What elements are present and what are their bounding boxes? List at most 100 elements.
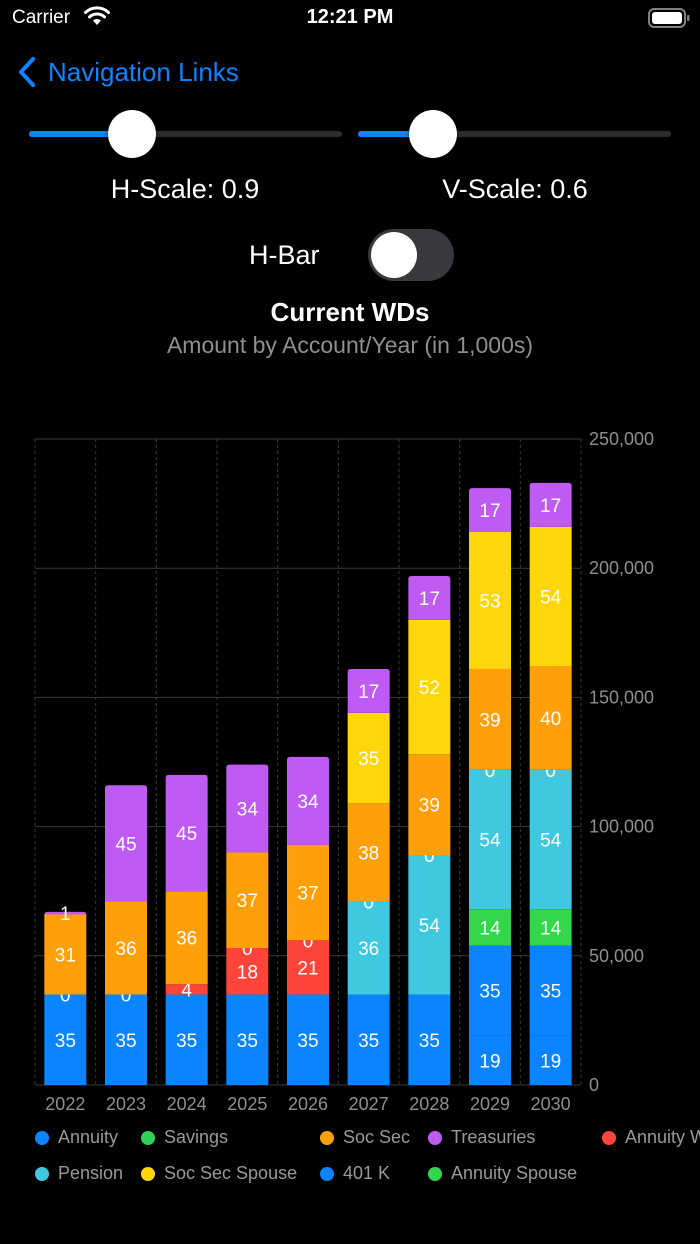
bar-segment: [347, 712, 390, 804]
bar-value-label: 35: [419, 1031, 440, 1052]
x-tick-label: 2025: [227, 1094, 267, 1114]
bar-value-label: 35: [176, 1031, 197, 1052]
chart-subtitle: Amount by Account/Year (in 1,000s): [166, 332, 534, 358]
y-tick-label: 100,000: [589, 817, 654, 837]
bar-segment: [165, 891, 208, 985]
bar-segment: [287, 940, 329, 995]
h-bar-toggle-knob: [371, 232, 417, 278]
bar-value-label: 54: [479, 831, 501, 852]
bar-segment: [469, 1035, 511, 1085]
y-tick-label: 50,000: [589, 946, 644, 966]
carrier-label: Carrier: [12, 7, 71, 28]
stacked-bar-chart: 0 50,000 100,000 150,000 200,000 250,000 35 0 31…: [34, 429, 654, 1114]
legend-dot: [141, 1130, 155, 1145]
y-tick-label: 200,000: [589, 558, 654, 578]
bar-value-label: 35: [297, 1031, 318, 1052]
wifi-icon: [84, 6, 110, 31]
bar-value-label: 17: [419, 589, 440, 610]
legend-label: Soc Sec: [343, 1127, 411, 1147]
bar-value-label: 54: [419, 916, 441, 937]
bar-segment: [408, 855, 451, 995]
bar-value-label: 31: [55, 946, 76, 967]
bar-value-label: 35: [358, 749, 379, 770]
legend-label: Treasuries: [451, 1127, 536, 1147]
legend-label: Savings: [164, 1127, 229, 1147]
bar-value-label: 0: [363, 893, 374, 914]
bar-segment: [529, 1035, 572, 1085]
legend-dot: [602, 1130, 616, 1145]
bar-segment: [469, 532, 511, 669]
v-scale-slider[interactable]: [358, 110, 671, 158]
legend-label: Annuity W: [625, 1127, 700, 1147]
legend-label: Annuity: [58, 1127, 119, 1147]
bar-value-label: 54: [540, 831, 562, 852]
bar-value-label: 45: [115, 834, 136, 855]
legend-label: Soc Sec Spouse: [164, 1163, 298, 1183]
bar-value-label: 34: [237, 800, 259, 821]
bar-segment: [226, 948, 269, 995]
bar-value-label: 37: [237, 891, 258, 912]
v-scale-thumb[interactable]: [409, 110, 458, 158]
h-scale-thumb[interactable]: [108, 110, 157, 158]
bar-value-label: 17: [540, 496, 561, 517]
legend-item: Annuity Spouse: [428, 1163, 577, 1184]
bar-segment: [226, 764, 269, 853]
bar-value-label: 40: [540, 709, 561, 730]
bar-value-label: 35: [237, 1031, 258, 1052]
bar-value-label: 21: [297, 958, 318, 979]
legend-item: Soc Sec: [320, 1127, 410, 1148]
legend-item: Pension: [35, 1163, 123, 1184]
bar-value-label: 37: [297, 883, 318, 904]
x-tick-label: 2026: [288, 1094, 328, 1114]
bar-value-label: 14: [479, 918, 501, 939]
bar-value-label: 0: [485, 761, 496, 782]
v-scale-fill: [358, 131, 434, 137]
bar-segment: [469, 668, 511, 770]
bar-value-label: 34: [297, 792, 319, 813]
legend-dot: [35, 1130, 49, 1145]
legend-item: Savings: [141, 1127, 228, 1148]
bar-segment: [408, 754, 451, 856]
bar-value-label: 18: [237, 962, 258, 983]
bar-value-label: 0: [60, 986, 71, 1007]
legend-item: 401 K: [320, 1163, 390, 1184]
h-bar-toggle[interactable]: [368, 229, 454, 281]
bar-value-label: 36: [358, 939, 379, 960]
legend-label: Annuity Spouse: [451, 1163, 578, 1183]
bar-segment: [226, 852, 269, 949]
back-button[interactable]: Navigation Links: [18, 52, 239, 92]
bar-segment: [529, 945, 572, 1036]
bar-segment: [165, 984, 208, 995]
bar-value-label: 35: [55, 1031, 76, 1052]
bar-value-label: 35: [540, 982, 561, 1003]
bar-segment: [287, 844, 329, 941]
x-tick-label: 2027: [349, 1094, 389, 1114]
bar-segment: [287, 756, 329, 845]
bar-segment: [469, 945, 511, 1036]
bar-value-label: 17: [479, 501, 500, 522]
bar-segment: [105, 901, 147, 995]
x-tick-label: 2024: [167, 1094, 207, 1114]
bar-segment: [347, 901, 390, 995]
bar-segment: [408, 619, 451, 755]
bar-segment: [347, 803, 390, 902]
legend-dot: [428, 1130, 442, 1145]
bar-segment: [529, 666, 572, 770]
bar-segment: [347, 668, 390, 713]
bar-segment: [347, 994, 390, 1085]
bar-value-label: 1: [60, 904, 71, 925]
h-scale-slider[interactable]: [29, 110, 342, 158]
bar-segment: [469, 909, 511, 946]
bar-value-label: 39: [479, 710, 500, 731]
legend-item: Annuity W: [602, 1127, 700, 1148]
chevron-left-icon: [19, 57, 35, 87]
bar-value-label: 36: [176, 929, 197, 950]
back-button-label: Navigation Links: [48, 56, 239, 87]
bar-segment: [469, 488, 511, 533]
bar-value-label: 19: [479, 1051, 500, 1072]
legend-dot: [320, 1130, 334, 1145]
bar-segment: [408, 575, 451, 620]
legend-dot: [320, 1166, 334, 1181]
bar-segment: [408, 994, 451, 1085]
y-tick-label: 150,000: [589, 687, 654, 707]
